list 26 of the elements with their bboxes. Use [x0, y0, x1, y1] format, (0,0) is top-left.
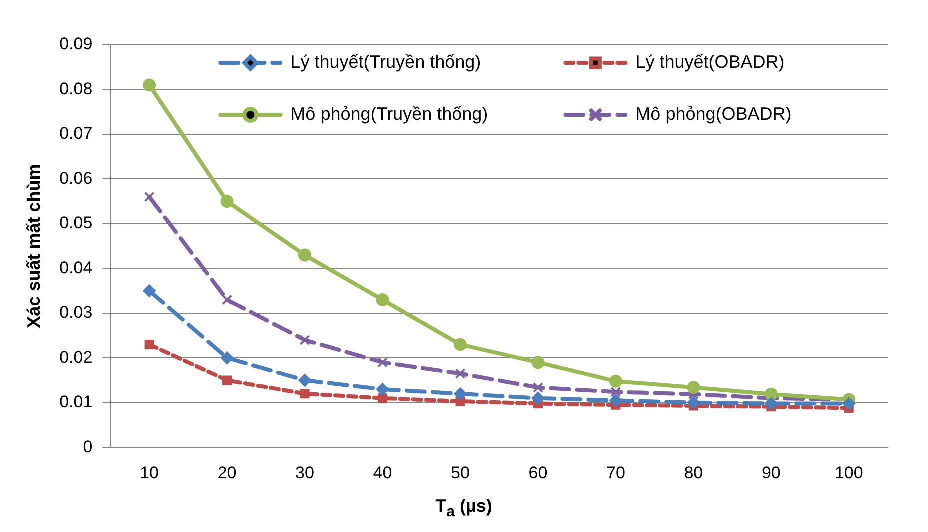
y-tick-label: 0.06 [60, 168, 93, 188]
x-tick-label: 100 [834, 463, 864, 482]
legend-label: Mô phỏng(OBADR) [636, 104, 792, 124]
y-tick-label: 0.03 [60, 303, 93, 322]
x-tick-label: 10 [140, 463, 160, 482]
y-tick-label: 0.01 [60, 392, 93, 412]
y-tick-label: 0.05 [60, 214, 93, 233]
x-tick-label: 70 [606, 463, 626, 482]
x-tick-label: 90 [762, 463, 781, 482]
legend-label: Lý thuyết(Truyền thống) [290, 52, 482, 72]
legend-label: Mô phỏng(Truyền thống) [290, 104, 488, 124]
y-axis-title: Xác suất mất chùm [24, 164, 44, 328]
x-tick-label: 50 [451, 463, 470, 482]
x-tick-label: 60 [528, 463, 548, 482]
y-tick-label: 0.08 [60, 79, 93, 98]
x-tick-label: 40 [373, 463, 392, 482]
legend-label: Lý thuyết(OBADR) [636, 52, 785, 72]
x-axis-title: T$_{a}$ (µs) [434, 496, 494, 521]
x-tick-label: 30 [296, 463, 314, 482]
y-tick-label: 0 [83, 437, 93, 456]
x-tick-label: 80 [684, 463, 704, 482]
x-tick-label: 20 [218, 463, 237, 482]
y-tick-label: 0.02 [60, 348, 93, 367]
y-tick-label: 0.07 [60, 124, 93, 144]
y-tick-label: 0.09 [60, 34, 93, 54]
y-tick-label: 0.04 [60, 258, 93, 278]
